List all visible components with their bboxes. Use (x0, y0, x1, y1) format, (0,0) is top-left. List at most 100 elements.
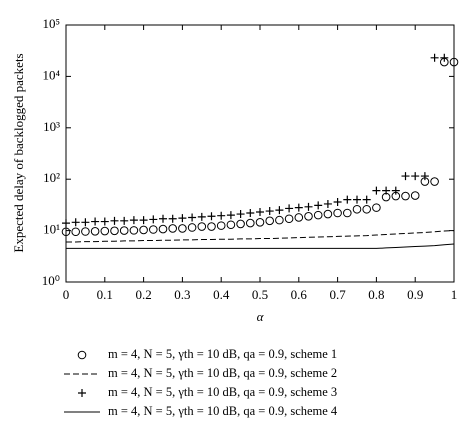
circle-marker (236, 219, 245, 229)
legend-label: m = 4, N = 5, γth = 10 dB, qa = 0.9, sch… (108, 366, 337, 380)
plus-marker (149, 215, 158, 224)
plus-marker (168, 214, 177, 223)
circle-marker (100, 226, 110, 236)
plus-marker (333, 198, 342, 207)
plus-marker (71, 218, 80, 227)
plus-marker (256, 208, 264, 217)
x-tick-label: 0 (63, 287, 70, 302)
circle-marker (255, 218, 265, 227)
x-axis-label: α (257, 309, 265, 324)
plus-marker (372, 186, 381, 195)
plus-marker (110, 216, 119, 225)
circle-marker (149, 225, 158, 234)
x-tick-label: 0.1 (97, 287, 113, 302)
circle-marker (71, 227, 80, 237)
y-axis-label: Expected delay of backlogged packets (11, 53, 26, 252)
circle-marker (187, 223, 197, 232)
circle-marker (139, 225, 148, 235)
y-tick-label: 10⁵ (42, 16, 60, 31)
plus-marker (207, 212, 216, 221)
circle-marker (352, 204, 362, 214)
circle-marker (90, 226, 100, 236)
circle-marker (362, 204, 372, 214)
plot-frame (65, 24, 455, 283)
plus-marker (178, 214, 187, 223)
x-tick-label: 0.3 (174, 287, 190, 302)
circle-marker (304, 211, 313, 221)
circle-marker (158, 224, 168, 234)
legend-label: m = 4, N = 5, γth = 10 dB, qa = 0.9, sch… (108, 347, 337, 361)
x-tick-label: 0.7 (329, 287, 346, 302)
circle-marker (284, 214, 294, 224)
plus-marker (197, 212, 206, 221)
x-tick-label: 0.9 (407, 287, 423, 302)
plus-marker (188, 213, 197, 222)
x-tick-label: 0.4 (213, 287, 230, 302)
plus-marker (129, 216, 138, 225)
x-tick-label: 0.6 (291, 287, 308, 302)
plus-marker (217, 211, 226, 220)
y-tick-label: 10⁰ (42, 273, 60, 288)
circle-marker (294, 213, 304, 222)
plus-marker (139, 216, 148, 225)
plus-marker (382, 186, 391, 195)
circle-marker (178, 224, 187, 233)
circle-marker (197, 222, 207, 231)
plus-marker (275, 206, 284, 215)
circle-marker (430, 177, 439, 186)
plus-marker (343, 195, 352, 204)
series-line (66, 230, 455, 243)
legend-symbol (77, 350, 87, 360)
plus-marker (401, 172, 410, 181)
legend-label: m = 4, N = 5, γth = 10 dB, qa = 0.9, sch… (108, 404, 338, 418)
plus-marker (420, 172, 429, 181)
circle-marker (129, 226, 139, 235)
series-line (66, 243, 455, 249)
circle-marker (61, 227, 71, 237)
y-tick-label: 10⁴ (42, 67, 60, 82)
plus-marker (362, 195, 371, 204)
plus-marker (100, 217, 109, 226)
circle-marker (449, 57, 459, 67)
circle-marker (216, 221, 226, 230)
plus-marker (81, 218, 90, 227)
x-tick-label: 0.2 (135, 287, 151, 302)
plus-marker (91, 217, 100, 226)
circle-marker (333, 208, 342, 218)
plus-marker (226, 211, 235, 220)
plus-marker (440, 53, 449, 62)
plus-marker (411, 172, 420, 181)
plus-marker (323, 199, 332, 208)
circle-marker (110, 226, 119, 236)
legend-symbol (78, 389, 86, 397)
plus-marker (304, 202, 313, 211)
plus-marker (353, 195, 361, 204)
circle-marker (275, 215, 284, 225)
circle-marker (207, 222, 216, 231)
plus-marker (120, 216, 129, 225)
y-tick-label: 10³ (43, 119, 60, 134)
circle-marker (265, 216, 275, 226)
plus-marker (391, 186, 400, 195)
circle-marker (81, 227, 90, 236)
circle-marker (343, 208, 352, 218)
plus-marker (430, 53, 439, 62)
circle-marker (119, 226, 129, 235)
circle-marker (323, 209, 333, 219)
circle-marker (372, 203, 381, 212)
y-tick-label: 10² (43, 170, 60, 185)
plus-marker (294, 203, 303, 212)
x-tick-label: 0.5 (252, 287, 268, 302)
x-tick-label: 0.8 (368, 287, 384, 302)
plus-marker (265, 207, 274, 216)
plus-marker (285, 204, 294, 213)
plus-marker (159, 214, 167, 223)
plus-marker (314, 201, 323, 210)
legend-label: m = 4, N = 5, γth = 10 dB, qa = 0.9, sch… (108, 385, 337, 399)
circle-marker (246, 218, 255, 228)
circle-marker (168, 224, 177, 233)
plus-marker (236, 210, 245, 219)
plus-marker (246, 208, 255, 217)
circle-marker (313, 210, 323, 220)
